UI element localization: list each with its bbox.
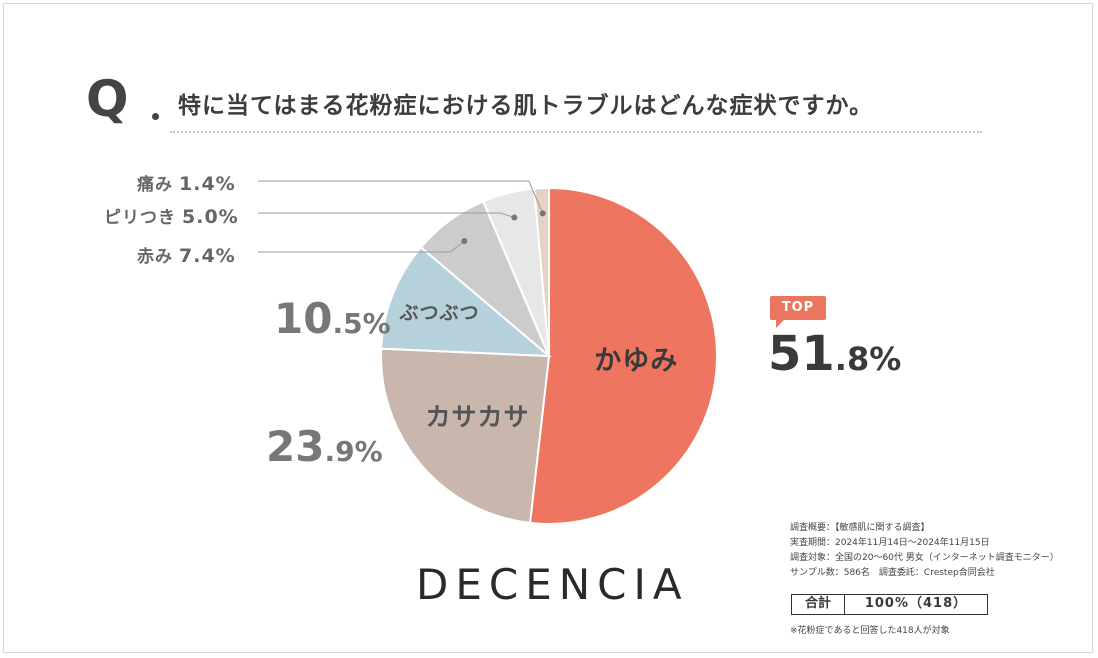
label-redness-int: 7 bbox=[179, 245, 194, 267]
inner-label-dryness: カサカサ bbox=[425, 403, 529, 432]
question-mark: Q bbox=[86, 70, 128, 128]
label-pain-int: 1 bbox=[179, 173, 194, 195]
label-tingling-dec: .0% bbox=[196, 206, 239, 228]
value-dryness-int: 23 bbox=[266, 422, 325, 471]
survey-period: 実査期間：2024年11月14日〜2024年11月15日 bbox=[790, 538, 990, 548]
value-bumps-int: 10 bbox=[274, 294, 333, 343]
label-pain-name: 痛み bbox=[137, 175, 173, 195]
label-tingling-name: ピリつき bbox=[104, 208, 176, 228]
survey-sample: サンプル数：586名 調査委託：Crestep合同会社 bbox=[790, 568, 995, 578]
total-value: 100%（418） bbox=[864, 596, 968, 611]
label-redness-dec: .4% bbox=[193, 245, 236, 267]
label-pain-dec: .4% bbox=[193, 173, 236, 195]
value-itchiness-int: 51 bbox=[768, 326, 835, 382]
leader-tingling bbox=[258, 212, 515, 218]
leader-pain bbox=[258, 180, 544, 214]
leader-redness bbox=[258, 240, 465, 253]
slice-itchiness bbox=[528, 186, 718, 525]
survey-notes: 調査概要：【敏感肌に関する調査】 実査期間：2024年11月14日〜2024年1… bbox=[790, 521, 1059, 581]
inner-label-bumps: ぶつぶつ bbox=[399, 302, 480, 324]
label-tingling: ピリつき 5.0% bbox=[104, 203, 239, 228]
top-badge: TOP bbox=[770, 296, 826, 328]
inner-label-itchiness: かゆみ bbox=[594, 345, 678, 376]
slice-pain bbox=[533, 186, 550, 357]
survey-target: 調査対象：全国の20〜60代 男女（インターネット調査モニター） bbox=[790, 553, 1059, 563]
value-bumps-dec: .5% bbox=[332, 307, 391, 340]
chart-title: 特に当てはまる花粉症における肌トラブルはどんな症状ですか。 bbox=[178, 93, 874, 119]
survey-footnote: ※花粉症であると回答した418人が対象 bbox=[790, 626, 950, 636]
label-pain: 痛み 1.4% bbox=[137, 170, 236, 195]
leader-pain-dot bbox=[539, 210, 546, 217]
label-tingling-int: 5 bbox=[182, 206, 197, 228]
survey-overview: 調査概要：【敏感肌に関する調査】 bbox=[790, 523, 930, 533]
leader-redness-dot bbox=[461, 238, 468, 245]
slice-bumps bbox=[380, 245, 552, 358]
value-bumps: 10.5% bbox=[274, 294, 391, 343]
label-redness: 赤み 7.4% bbox=[137, 242, 236, 267]
label-redness-name: 赤み bbox=[137, 247, 173, 267]
value-dryness-dec: .9% bbox=[324, 435, 383, 468]
brand-logo: DECENCIA bbox=[416, 560, 689, 609]
leader-tingling-dot bbox=[511, 214, 518, 221]
total-box: 合計 100%（418） bbox=[791, 594, 988, 615]
total-label: 合計 bbox=[792, 595, 845, 614]
value-itchiness: 51.8% bbox=[768, 326, 901, 382]
question-dot bbox=[152, 113, 159, 120]
value-itchiness-dec: .8% bbox=[834, 340, 902, 378]
title-divider bbox=[170, 131, 982, 133]
value-dryness: 23.9% bbox=[266, 422, 383, 471]
slice-dryness bbox=[380, 347, 551, 525]
